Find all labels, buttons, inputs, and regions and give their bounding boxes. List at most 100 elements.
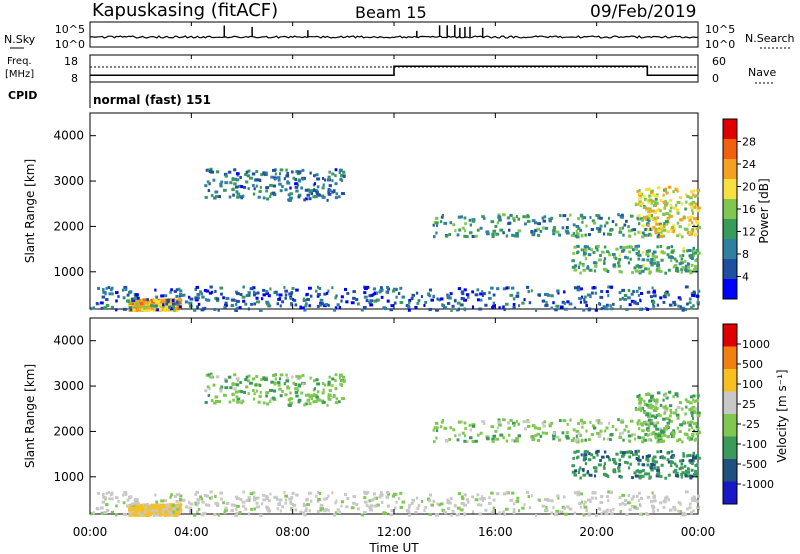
power-range-cell bbox=[640, 218, 645, 222]
power-range-cell bbox=[135, 304, 139, 308]
velocity-range-cell bbox=[650, 414, 655, 418]
velocity-range-cell bbox=[468, 423, 472, 427]
power-range-cell bbox=[313, 182, 317, 186]
power-range-cell bbox=[209, 169, 213, 173]
velocity-range-cell bbox=[652, 455, 657, 459]
power-range-cell bbox=[565, 231, 570, 235]
power-range-cell bbox=[368, 300, 372, 304]
velocity-range-cell bbox=[625, 450, 630, 454]
velocity-range-cell bbox=[238, 511, 242, 515]
power-range-cell bbox=[573, 306, 577, 310]
power-range-cell bbox=[635, 289, 639, 293]
power-range-cell bbox=[178, 305, 182, 309]
power-range-cell bbox=[460, 290, 464, 294]
power-range-cell bbox=[460, 303, 464, 307]
power-range-cell bbox=[439, 297, 444, 301]
velocity-range-cell bbox=[679, 510, 682, 514]
velocity-range-cell bbox=[463, 439, 467, 443]
velocity-range-cell bbox=[445, 439, 449, 443]
power-range-cell bbox=[607, 294, 610, 298]
velocity-range-cell bbox=[476, 433, 480, 437]
power-ylabel: Slant Range [km] bbox=[23, 159, 37, 263]
power-range-cell bbox=[495, 232, 500, 236]
velocity-range-cell bbox=[210, 372, 213, 376]
velocity-range-cell bbox=[321, 391, 325, 395]
power-range-cell bbox=[502, 287, 507, 291]
power-range-cell bbox=[270, 175, 275, 179]
velocity-range-cell bbox=[264, 376, 268, 380]
power-range-cell bbox=[262, 196, 266, 200]
power-range-cell bbox=[247, 307, 250, 311]
velocity-range-cell bbox=[476, 503, 480, 507]
power-range-cell bbox=[256, 300, 261, 304]
velocity-range-cell bbox=[621, 431, 624, 435]
velocity-range-cell bbox=[579, 433, 583, 437]
velocity-range-cell bbox=[684, 490, 689, 494]
velocity-range-cell bbox=[638, 393, 641, 397]
velocity-range-cell bbox=[609, 438, 612, 442]
power-range-cell bbox=[691, 293, 696, 297]
velocity-range-cell bbox=[618, 496, 622, 500]
velocity-range-cell bbox=[360, 513, 364, 517]
velocity-range-cell bbox=[695, 425, 699, 429]
power-range-cell bbox=[235, 178, 240, 182]
velocity-range-cell bbox=[594, 496, 598, 500]
power-range-cell bbox=[312, 183, 316, 187]
velocity-range-cell bbox=[607, 499, 610, 503]
velocity-range-cell bbox=[140, 511, 143, 515]
power-range-cell bbox=[618, 291, 622, 295]
power-range-cell bbox=[139, 302, 144, 306]
power-range-cell bbox=[219, 286, 224, 290]
power-range-cell bbox=[399, 286, 403, 290]
velocity-range-cell bbox=[531, 438, 536, 442]
velocity-range-cell bbox=[355, 503, 359, 507]
power-range-cell bbox=[143, 301, 147, 305]
power-range-cell bbox=[379, 288, 383, 292]
power-range-cell bbox=[461, 226, 465, 230]
velocity-range-cell bbox=[638, 474, 643, 478]
power-range-cell bbox=[134, 295, 139, 299]
power-range-cell bbox=[424, 300, 427, 304]
velocity-range-cell bbox=[606, 474, 610, 478]
velocity-range-cell bbox=[90, 512, 93, 516]
velocity-range-cell bbox=[312, 400, 317, 404]
velocity-range-cell bbox=[474, 498, 479, 502]
power-range-cell bbox=[124, 288, 128, 292]
power-range-cell bbox=[265, 290, 269, 294]
power-range-cell bbox=[610, 307, 614, 311]
power-range-cell bbox=[675, 203, 678, 207]
velocity-range-cell bbox=[131, 502, 135, 506]
power-range-cell bbox=[372, 292, 375, 296]
velocity-range-cell bbox=[161, 511, 165, 515]
power-range-cell bbox=[681, 266, 685, 270]
velocity-range-cell bbox=[676, 439, 680, 443]
velocity-range-cell bbox=[563, 512, 568, 516]
power-range-cell bbox=[575, 224, 580, 228]
power-range-cell bbox=[304, 188, 309, 192]
colorbar-tick-label: 500 bbox=[742, 358, 763, 371]
velocity-range-cell bbox=[647, 438, 650, 442]
velocity-range-cell bbox=[136, 504, 140, 508]
velocity-range-cell bbox=[552, 506, 555, 510]
velocity-range-cell bbox=[515, 499, 520, 503]
power-range-cell bbox=[681, 306, 686, 310]
velocity-range-cell bbox=[627, 494, 631, 498]
velocity-range-cell bbox=[465, 440, 469, 444]
power-range-cell bbox=[485, 230, 490, 234]
velocity-range-cell bbox=[657, 434, 662, 438]
velocity-range-cell bbox=[659, 429, 664, 433]
velocity-range-cell bbox=[661, 439, 666, 443]
velocity-range-cell bbox=[662, 398, 665, 402]
velocity-range-cell bbox=[294, 508, 298, 512]
power-range-cell bbox=[316, 294, 320, 298]
velocity-range-cell bbox=[638, 469, 643, 473]
velocity-range-cell bbox=[684, 469, 688, 473]
power-range-cell bbox=[492, 301, 496, 305]
y-tick-label: 4000 bbox=[53, 334, 84, 348]
power-range-cell bbox=[272, 168, 276, 172]
velocity-range-cell bbox=[637, 455, 640, 459]
power-range-cell bbox=[693, 194, 697, 198]
power-range-cell bbox=[481, 290, 484, 294]
velocity-range-cell bbox=[194, 503, 199, 507]
power-range-cell bbox=[602, 267, 607, 271]
